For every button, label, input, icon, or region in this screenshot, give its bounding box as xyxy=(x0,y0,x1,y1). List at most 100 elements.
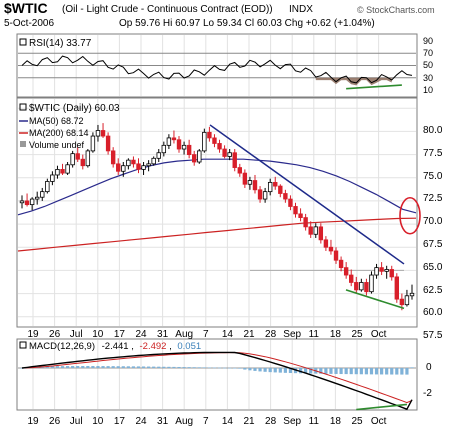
candle-body xyxy=(389,269,394,278)
candle-body xyxy=(95,130,101,137)
price-tick: 72.5 xyxy=(423,193,443,204)
candle-body xyxy=(181,144,187,150)
candle-body xyxy=(313,226,318,235)
macd-layer xyxy=(18,351,416,411)
candle-body xyxy=(156,152,161,159)
rsi-tick: 50 xyxy=(423,60,433,70)
x-axis-label: 25 xyxy=(351,416,363,427)
candle-body xyxy=(232,152,237,168)
x-axis-label: 7 xyxy=(203,329,209,340)
price-tick: 77.5 xyxy=(423,148,443,159)
candle-body xyxy=(34,196,40,200)
watermark-logo: © StockCharts.com xyxy=(357,5,435,15)
macd-histogram-bar xyxy=(116,366,120,368)
macd-histogram-bar xyxy=(177,366,181,368)
x-axis-label: Jul xyxy=(70,416,83,427)
candle-body xyxy=(131,159,136,165)
macd-legend-swatch xyxy=(19,341,27,349)
macd-histogram-bar xyxy=(253,368,257,371)
macd-histogram-bar xyxy=(157,366,161,368)
macd-histogram-bar xyxy=(238,368,242,369)
rsi-legend-text: RSI(14) 33.77 xyxy=(29,38,92,49)
ma50-legend-text: MA(50) 68.72 xyxy=(29,116,84,126)
macd-histogram-bar xyxy=(65,366,70,368)
x-axis-label: 18 xyxy=(330,329,342,340)
x-axis-label: 31 xyxy=(157,416,169,427)
price-legend: $WTIC (Daily) 60.03 MA(50) 68.72 MA(200)… xyxy=(19,103,120,150)
macd-histogram-bar xyxy=(329,368,333,374)
macd-histogram-bar xyxy=(141,366,146,368)
macd-panel xyxy=(16,338,418,411)
macd-histogram-bar xyxy=(76,366,80,368)
macd-histogram-bar xyxy=(106,366,110,368)
x-axis-label: 24 xyxy=(135,416,147,427)
macd-histogram-bar xyxy=(131,366,136,368)
macd-histogram-bar xyxy=(334,368,338,374)
candle-body xyxy=(384,269,389,272)
candle-body xyxy=(278,185,283,194)
candle-body xyxy=(257,189,263,200)
candle-body xyxy=(110,150,116,165)
candle-body xyxy=(379,267,384,272)
x-axis-label: 19 xyxy=(27,329,39,340)
x-axis-label: Jul xyxy=(70,329,83,340)
macd-histogram-bar xyxy=(111,366,115,368)
macd-histogram-bar xyxy=(96,366,100,368)
ma50-line xyxy=(17,158,417,216)
header-exchange: INDX xyxy=(289,4,313,15)
candle-body xyxy=(318,226,324,241)
macd-histogram-bar xyxy=(349,368,353,375)
macd-histogram-bar xyxy=(380,368,384,375)
macd-histogram-bar xyxy=(50,366,54,368)
candle-body xyxy=(85,150,91,167)
macd-line xyxy=(21,351,413,411)
macd-histogram-bar xyxy=(172,366,176,368)
candle-body xyxy=(141,165,146,170)
macd-histogram-bar xyxy=(364,368,369,375)
price-layer xyxy=(17,123,421,311)
x-axis-label: Aug xyxy=(175,416,193,427)
candle-body xyxy=(227,152,232,157)
rsi-line xyxy=(21,55,413,84)
macd-histogram-bar xyxy=(207,367,212,369)
macd-histogram-bar xyxy=(390,368,394,375)
macd-histogram-bar xyxy=(374,368,379,375)
candle-body xyxy=(338,259,344,269)
downtrend-line xyxy=(209,124,405,265)
candle-body xyxy=(364,282,369,293)
candle-body xyxy=(65,164,70,174)
price-tick: 65.0 xyxy=(423,262,443,273)
ma200-line xyxy=(17,217,417,252)
macd-legend-sep: , xyxy=(131,341,134,352)
macd-histogram-bar xyxy=(45,366,49,368)
macd-histogram-bar xyxy=(162,366,166,368)
candle-body xyxy=(176,139,182,150)
price-ticks: 80.0 77.5 75.0 72.5 70.0 67.5 65.0 62.5 … xyxy=(423,125,443,341)
macd-histogram-bar xyxy=(359,368,363,375)
candle-body xyxy=(29,198,35,206)
x-axis-label: 28 xyxy=(265,329,277,340)
candle-body xyxy=(242,172,248,185)
macd-histogram-bar xyxy=(202,367,206,368)
candle-body xyxy=(252,180,258,191)
candle-body xyxy=(323,239,329,248)
macd-histogram-bar xyxy=(298,368,303,374)
candle-body xyxy=(19,200,25,204)
candle-body xyxy=(293,206,298,215)
candle-body xyxy=(126,159,131,167)
candle-body xyxy=(45,181,50,193)
rsi-layer xyxy=(18,52,416,90)
macd-histogram-bar xyxy=(304,368,308,374)
price-tick: 60.0 xyxy=(423,307,443,318)
macd-histogram-bar xyxy=(309,368,313,374)
x-axis-label: 31 xyxy=(157,329,169,340)
candle-body xyxy=(197,150,202,163)
macd-histogram-bar xyxy=(263,368,267,372)
macd-tick: -2 xyxy=(423,388,432,399)
macd-ticks: 0 -2 xyxy=(423,362,432,399)
macd-histogram-bar xyxy=(283,368,287,373)
header-date: 5-Oct-2006 xyxy=(4,18,54,29)
candle-body xyxy=(121,165,126,172)
macd-legend-sep: , xyxy=(169,341,172,352)
